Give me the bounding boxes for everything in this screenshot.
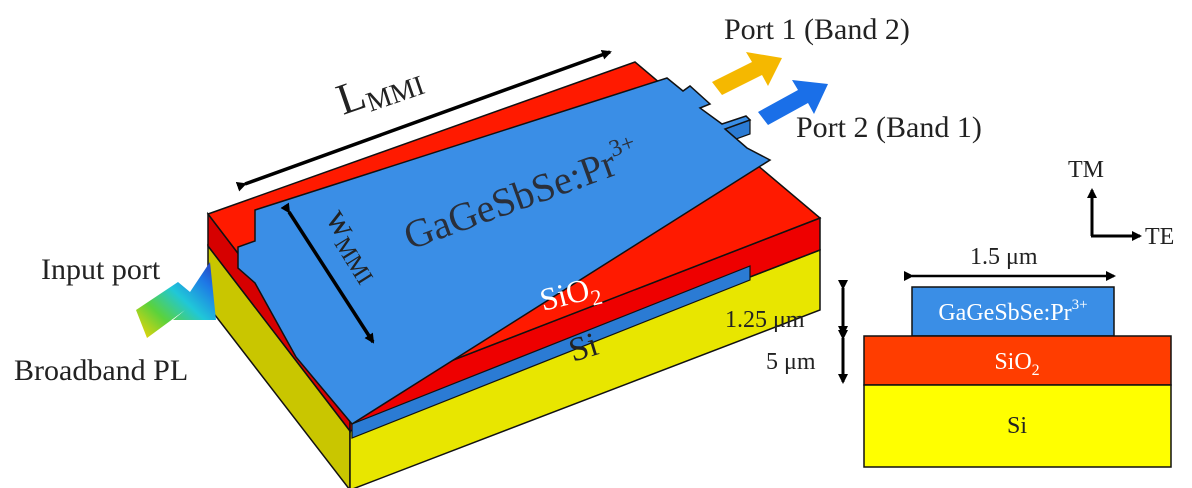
te-label: TE	[1145, 224, 1174, 250]
cross-oxide-label: SiO2	[994, 349, 1039, 379]
core-thickness-label: 1.25 μm	[725, 307, 805, 333]
port1-label: Port 1 (Band 2)	[724, 13, 910, 46]
broadband-pl-label: Broadband PL	[14, 354, 188, 387]
port1-arrow	[712, 52, 782, 95]
cross-core-rect	[911, 286, 1115, 337]
core-side-face	[351, 265, 751, 439]
input-port-label: Input port	[41, 253, 161, 286]
device-3d: LMMI wMMI GaGeSbSe:Pr3+ SiO2 Si	[206, 50, 822, 488]
length-label: LMMI	[330, 50, 428, 127]
width-dimension-arrow	[280, 202, 375, 344]
cross-substrate-label: Si	[1007, 413, 1027, 439]
cross-section: TM TE 1.5 μm 1.25 μm 5 μm GaGeSbSe:Pr3+ …	[725, 157, 1174, 468]
tm-label: TM	[1068, 157, 1104, 183]
cross-core-label: GaGeSbSe:Pr3+	[938, 297, 1087, 326]
input-rainbow-arrow	[136, 262, 216, 338]
length-dimension-arrow	[235, 50, 612, 192]
core-width-label: 1.5 μm	[970, 244, 1038, 270]
port2-arrow	[758, 80, 828, 125]
oxide-thickness-label: 5 μm	[766, 349, 816, 375]
port2-label: Port 2 (Band 1)	[796, 111, 982, 144]
cross-substrate-rect	[863, 384, 1172, 468]
